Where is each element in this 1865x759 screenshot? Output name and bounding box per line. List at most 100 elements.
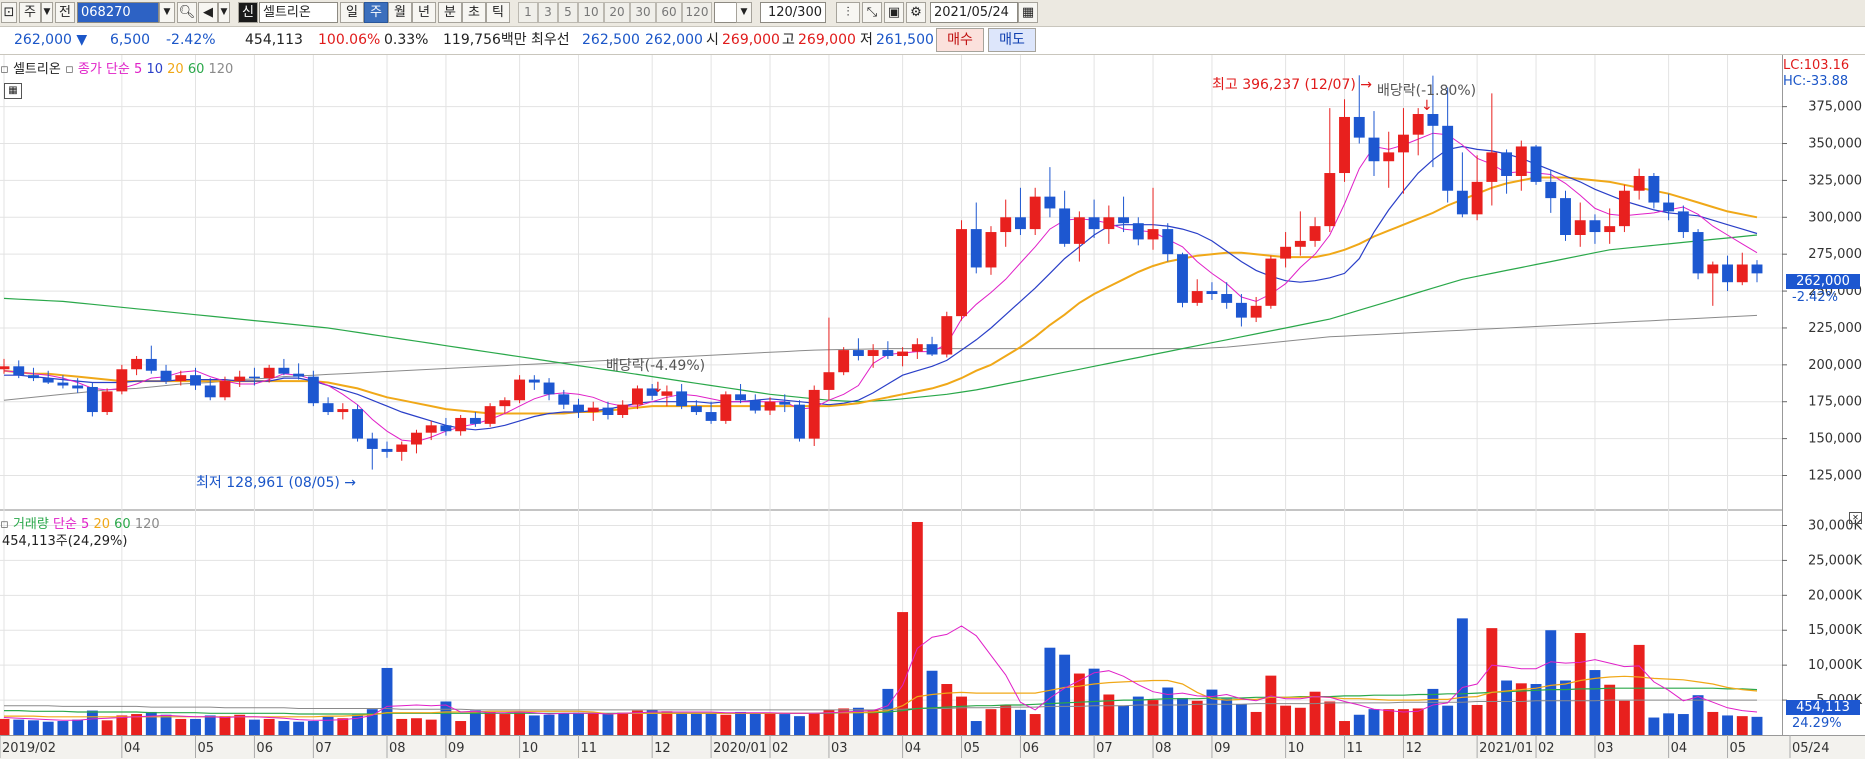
x-tick-label: 09 [1214,741,1231,756]
gear-icon[interactable]: ⚙ [906,2,926,23]
candle-body [1707,264,1719,274]
grid-toggle-icon[interactable]: ▦ [4,83,22,99]
legend-box-icon: ▫ [0,62,9,77]
candle-body [897,351,909,356]
volume-bar [1633,644,1645,735]
candle-body [720,394,732,421]
interval-30-button[interactable]: 30 [630,2,656,23]
speaker-menu-icon[interactable]: ▼ [218,2,230,23]
candle-body [646,388,658,396]
candle-body [911,344,923,352]
volume-bar [72,719,84,735]
volume-bar [587,713,599,735]
period-week-button[interactable]: 주 [364,2,388,23]
candle-body [1618,190,1630,227]
volume-ma60-line [4,687,1758,715]
sell-button[interactable]: 매도 [988,28,1036,52]
volume-bar [676,713,688,735]
max-text: 최고 396,237 (12/07) [1212,77,1356,93]
search-icon[interactable]: 🔍︎ [177,2,197,23]
interval-3-button[interactable]: 3 [538,2,558,23]
period-second-button[interactable]: 초 [462,2,486,23]
candle-body [1736,264,1748,283]
custom-interval-dropdown-icon[interactable]: ▼ [736,2,752,23]
volume-ma20-line [4,675,1758,718]
volume-bar [956,696,967,735]
candle-body [1530,146,1542,182]
save-icon[interactable]: ▣ [884,2,904,23]
candle-body [28,375,39,379]
period-day-button[interactable]: 일 [340,2,364,23]
volume-bar [558,713,570,735]
volume-bar [1280,705,1292,735]
interval-5-button[interactable]: 5 [558,2,578,23]
candle-body [1044,196,1056,209]
speaker-icon[interactable]: ◀ [198,2,218,23]
market-select[interactable]: 전 [55,2,75,23]
credit-badge: 신 [238,2,258,23]
dividend-annotation-1: 배당락(-4.49%) [606,358,706,374]
candle-body [690,406,702,413]
volume-bar [970,721,982,735]
volume-legend: ▫ 거래량 단순 5 20 60 120 [0,513,160,532]
display-count-field[interactable]: 120/300 [760,2,826,23]
window-icon[interactable]: ⊡ [1,2,17,23]
candle-body [528,379,540,383]
stock-name-field[interactable]: 셀트리온 [259,2,338,23]
legend-ma60: 60 [187,62,205,77]
candle-body [1014,217,1026,230]
candle-type-icon[interactable]: ⫶ [836,2,860,23]
volume-bar [190,718,201,735]
candle-body [1088,217,1100,230]
chevron-down-icon[interactable]: ▼ [41,2,53,23]
candle-body [1442,125,1454,191]
volume-bar [867,709,879,735]
volume-bar [57,721,69,735]
calendar-icon[interactable]: ▦ [1018,2,1038,23]
candle-body [543,382,555,395]
candle-body [263,367,275,379]
period-tick-button[interactable]: 틱 [486,2,510,23]
interval-1-button[interactable]: 1 [518,2,538,23]
volume-bar [690,713,702,735]
y-tick-label: 125,000 [1808,468,1862,483]
interval-20-button[interactable]: 20 [604,2,630,23]
buy-button[interactable]: 매수 [936,28,984,52]
volume-bar [337,718,349,735]
x-tick-label: 08 [389,741,406,756]
candle-body [852,350,864,356]
interval-120-button[interactable]: 120 [682,2,712,23]
candle-body [779,401,791,405]
candle-body [985,232,997,268]
x-tick-label: 05 [198,741,215,756]
period-year-button[interactable]: 년 [412,2,436,23]
volume-bar [469,710,481,735]
candle-body [1221,294,1233,303]
candle-body [352,409,363,439]
candle-body [57,382,69,386]
candle-body [0,366,10,370]
period-unit-select[interactable]: 주 [19,2,41,23]
x-tick-label: 12 [1405,741,1422,756]
volume-bar [145,711,157,735]
x-tick-label: 04 [905,741,922,756]
volume-bar [1604,684,1616,735]
candle-body [204,385,216,398]
candle-body [234,376,246,382]
candle-body [1235,302,1247,318]
interval-10-button[interactable]: 10 [578,2,604,23]
y-tick-label: 150,000 [1808,432,1862,447]
arrow-right-icon: → [1360,77,1373,93]
draw-tool-icon[interactable]: ⤡ [862,2,882,23]
period-minute-button[interactable]: 분 [438,2,462,23]
period-month-button[interactable]: 월 [388,2,412,23]
candle-body [867,350,879,356]
code-dropdown-icon[interactable]: ▼ [159,2,175,23]
interval-60-button[interactable]: 60 [656,2,682,23]
candle-body [1663,202,1675,212]
close-icon[interactable]: ✕ [1849,512,1862,524]
volume-bar [764,712,776,735]
stock-code-input[interactable]: 068270 [77,2,159,23]
date-field[interactable]: 2021/05/24 [930,2,1018,23]
